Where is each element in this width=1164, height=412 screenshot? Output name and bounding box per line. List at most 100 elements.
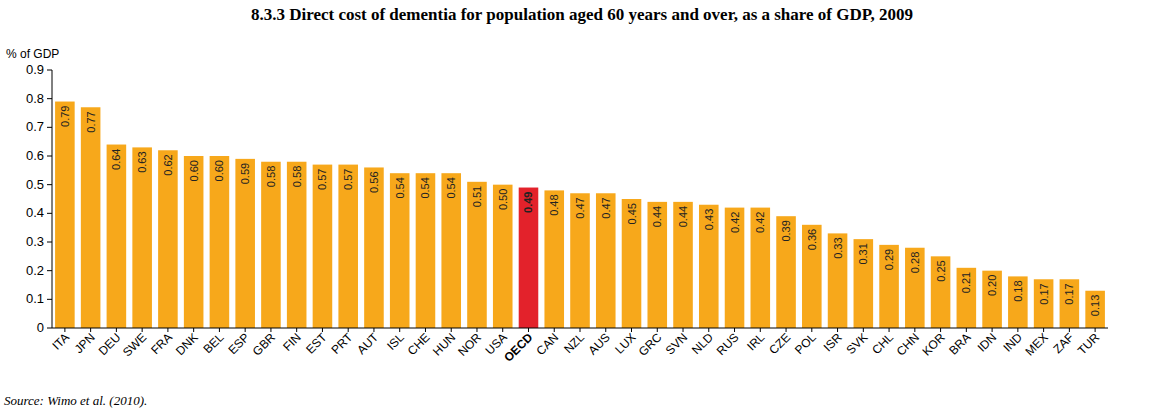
x-tick — [708, 328, 709, 332]
bar — [81, 107, 101, 328]
x-tick-label: RUS — [714, 330, 742, 358]
y-tick — [47, 328, 52, 329]
data-label: 0.50 — [497, 189, 509, 210]
data-label: 0.79 — [59, 106, 71, 127]
y-tick — [47, 184, 52, 185]
x-tick — [322, 328, 323, 332]
x-tick — [837, 328, 838, 332]
y-tick-label: 0.5 — [26, 177, 44, 192]
x-tick — [1017, 328, 1018, 332]
x-tick-label: POL — [792, 330, 819, 357]
data-label: 0.58 — [265, 166, 277, 187]
x-tick — [116, 328, 117, 332]
data-label: 0.31 — [857, 243, 869, 264]
x-tick-label: PRT — [329, 330, 356, 357]
x-tick-label: AUT — [354, 330, 381, 357]
data-label: 0.39 — [780, 220, 792, 241]
bar — [854, 239, 874, 328]
bar — [364, 167, 384, 328]
x-tick — [348, 328, 349, 332]
x-tick — [966, 328, 967, 332]
data-label: 0.54 — [419, 177, 431, 198]
bar — [184, 156, 204, 328]
bar — [493, 185, 513, 328]
x-tick-label: ZAF — [1051, 330, 1077, 356]
x-tick-label: FIN — [280, 330, 304, 354]
x-tick — [889, 328, 890, 332]
bar — [544, 190, 564, 328]
data-label: 0.56 — [368, 171, 380, 192]
data-label: 0.44 — [677, 206, 689, 227]
x-tick — [1043, 328, 1044, 332]
data-label: 0.25 — [935, 260, 947, 281]
bar — [931, 256, 951, 328]
y-tick-label: 0.6 — [26, 148, 44, 163]
y-tick-label: 0.1 — [26, 291, 44, 306]
bar — [673, 202, 693, 328]
bar — [107, 145, 127, 328]
x-tick-label: DEU — [96, 330, 124, 358]
x-tick-label: AUS — [586, 330, 613, 357]
x-tick-label: NOR — [455, 330, 484, 359]
bar — [647, 202, 667, 328]
y-tick — [47, 242, 52, 243]
bar — [751, 208, 771, 328]
data-label: 0.44 — [651, 206, 663, 227]
bar — [338, 165, 358, 328]
x-tick — [142, 328, 143, 332]
bar — [55, 102, 75, 328]
x-tick-label: GRC — [636, 330, 665, 359]
x-tick-label: NZL — [561, 330, 587, 356]
data-label: 0.21 — [960, 272, 972, 293]
bar — [132, 147, 152, 328]
bar — [1008, 276, 1028, 328]
y-tick-label: 0.2 — [26, 263, 44, 278]
x-tick-label: IND — [1000, 330, 1025, 355]
data-label: 0.63 — [136, 151, 148, 172]
source: Source: Wimo et al. (2010). — [4, 393, 147, 408]
y-tick — [47, 98, 52, 99]
x-tick — [193, 328, 194, 332]
x-tick-label: CHE — [405, 330, 433, 358]
x-tick — [399, 328, 400, 332]
bar — [570, 193, 590, 328]
x-tick — [476, 328, 477, 332]
bar — [982, 271, 1002, 328]
x-tick — [1069, 328, 1070, 332]
x-tick — [760, 328, 761, 332]
x-tick-label: FRA — [148, 330, 175, 357]
x-tick — [219, 328, 220, 332]
data-label: 0.45 — [626, 203, 638, 224]
data-label: 0.17 — [1063, 283, 1075, 304]
x-tick — [914, 328, 915, 332]
x-tick-label: CZE — [766, 330, 793, 357]
x-tick-label: IDN — [975, 330, 1000, 355]
data-label: 0.29 — [883, 249, 895, 270]
x-tick-label: SVK — [844, 330, 871, 357]
y-tick — [47, 156, 52, 157]
bar — [622, 199, 642, 328]
bar — [828, 233, 848, 328]
x-tick-label: NLD — [689, 330, 716, 357]
x-tick — [245, 328, 246, 332]
x-tick-label: ITA — [50, 330, 72, 352]
x-tick — [425, 328, 426, 332]
x-tick-label: HUN — [430, 330, 458, 358]
x-tick — [657, 328, 658, 332]
bar — [390, 173, 410, 328]
x-tick-label: CHN — [894, 330, 922, 358]
data-label: 0.17 — [1038, 283, 1050, 304]
data-label: 0.51 — [471, 186, 483, 207]
y-tick-label: 0.3 — [26, 234, 44, 249]
data-label: 0.33 — [832, 237, 844, 258]
x-tick — [528, 328, 529, 332]
y-tick-label: 0.4 — [26, 205, 44, 220]
x-tick — [502, 328, 503, 332]
data-label: 0.62 — [162, 154, 174, 175]
x-tick-label: BEL — [201, 330, 227, 356]
y-tick-label: 0.7 — [26, 119, 44, 134]
x-tick-label: ISL — [384, 330, 407, 353]
y-tick-label: 0.8 — [26, 91, 44, 106]
bar — [1060, 279, 1080, 328]
bar — [879, 245, 899, 328]
